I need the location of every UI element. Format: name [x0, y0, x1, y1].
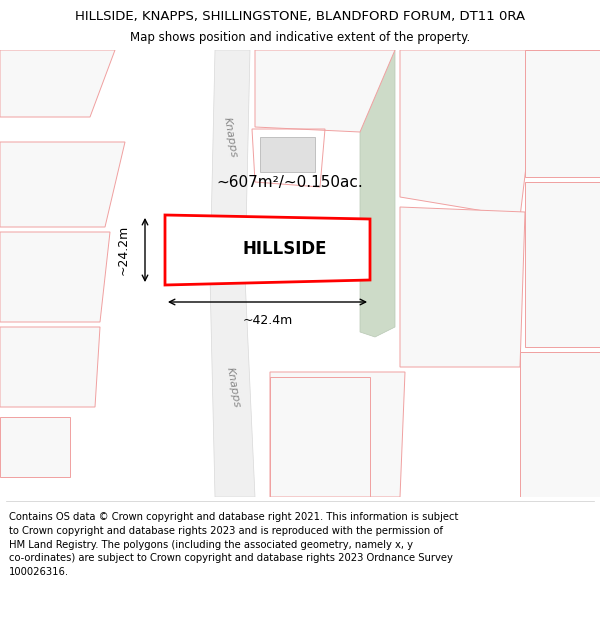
Polygon shape [10, 152, 90, 217]
Text: Knapps: Knapps [224, 366, 241, 408]
Polygon shape [400, 207, 525, 367]
Polygon shape [525, 50, 600, 177]
Polygon shape [210, 277, 255, 497]
Polygon shape [210, 50, 250, 277]
Text: ~24.2m: ~24.2m [116, 225, 130, 275]
Text: HILLSIDE: HILLSIDE [243, 240, 327, 258]
Polygon shape [360, 50, 395, 337]
Polygon shape [270, 372, 405, 497]
Polygon shape [8, 425, 58, 469]
Polygon shape [405, 62, 510, 202]
Text: ~607m²/~0.150ac.: ~607m²/~0.150ac. [217, 174, 364, 189]
Polygon shape [535, 67, 595, 167]
Polygon shape [0, 232, 110, 322]
Polygon shape [260, 137, 315, 172]
Polygon shape [10, 242, 85, 312]
Polygon shape [520, 352, 600, 497]
Text: HILLSIDE, KNAPPS, SHILLINGSTONE, BLANDFORD FORUM, DT11 0RA: HILLSIDE, KNAPPS, SHILLINGSTONE, BLANDFO… [75, 9, 525, 22]
Polygon shape [0, 327, 100, 407]
Polygon shape [0, 142, 125, 227]
Polygon shape [0, 50, 115, 117]
Polygon shape [530, 362, 595, 487]
Polygon shape [255, 50, 395, 132]
Polygon shape [525, 182, 600, 347]
Text: Knapps: Knapps [221, 116, 238, 158]
Polygon shape [400, 50, 540, 217]
Polygon shape [280, 382, 390, 487]
Text: Contains OS data © Crown copyright and database right 2021. This information is : Contains OS data © Crown copyright and d… [9, 512, 458, 577]
Polygon shape [0, 417, 70, 477]
Polygon shape [165, 215, 370, 285]
Text: ~42.4m: ~42.4m [242, 314, 293, 326]
Polygon shape [535, 192, 595, 337]
Polygon shape [410, 217, 510, 357]
Text: Map shows position and indicative extent of the property.: Map shows position and indicative extent… [130, 31, 470, 44]
Polygon shape [10, 57, 70, 102]
Polygon shape [260, 57, 350, 123]
Polygon shape [10, 337, 80, 397]
